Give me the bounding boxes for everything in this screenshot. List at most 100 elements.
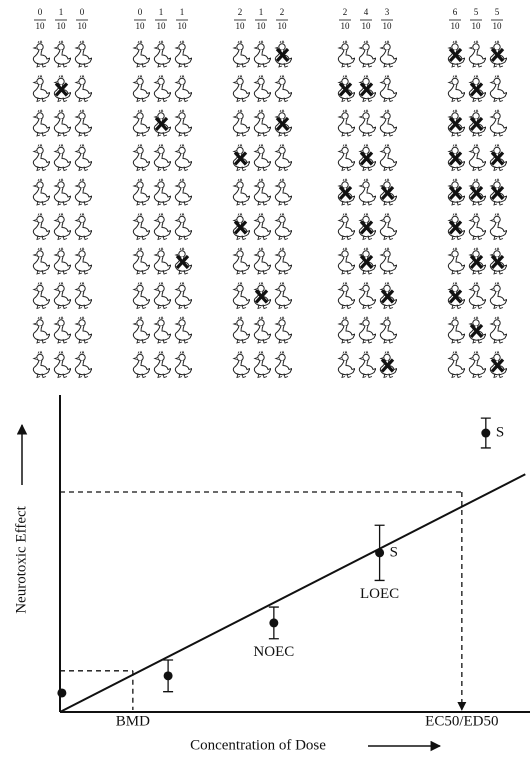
duck xyxy=(359,179,376,205)
duck xyxy=(448,352,465,378)
duck xyxy=(75,317,92,343)
duck xyxy=(33,145,50,171)
duck xyxy=(338,352,355,378)
duck xyxy=(338,41,355,67)
denominator: 10 xyxy=(341,21,351,31)
duck xyxy=(133,179,150,205)
duck xyxy=(175,110,192,136)
duck xyxy=(33,76,50,102)
duck xyxy=(448,317,465,343)
duck xyxy=(33,179,50,205)
duck xyxy=(275,317,292,343)
denominator: 10 xyxy=(451,21,461,31)
denominator: 10 xyxy=(278,21,288,31)
duck xyxy=(275,283,292,309)
duck xyxy=(33,110,50,136)
numerator: 2 xyxy=(343,7,348,17)
duck xyxy=(75,145,92,171)
duck xyxy=(54,214,71,240)
duck xyxy=(154,317,171,343)
numerator: 2 xyxy=(238,7,243,17)
duck xyxy=(254,179,271,205)
denominator: 10 xyxy=(383,21,393,31)
duck xyxy=(33,41,50,67)
duck xyxy=(254,110,271,136)
duck xyxy=(175,41,192,67)
denominator: 10 xyxy=(362,21,372,31)
duck xyxy=(233,110,250,136)
numerator: 6 xyxy=(453,7,458,17)
duck xyxy=(338,214,355,240)
duck xyxy=(133,76,150,102)
duck xyxy=(338,110,355,136)
duck xyxy=(54,352,71,378)
duck xyxy=(75,110,92,136)
data-point xyxy=(481,429,490,438)
duck xyxy=(359,352,376,378)
duck xyxy=(469,214,486,240)
duck xyxy=(33,352,50,378)
duck xyxy=(175,283,192,309)
duck xyxy=(359,41,376,67)
duck xyxy=(154,179,171,205)
duck xyxy=(380,76,397,102)
duck xyxy=(380,110,397,136)
duck xyxy=(380,317,397,343)
duck xyxy=(233,317,250,343)
duck xyxy=(469,41,486,67)
denominator: 10 xyxy=(257,21,267,31)
duck xyxy=(233,76,250,102)
duck xyxy=(254,41,271,67)
duck xyxy=(154,145,171,171)
duck xyxy=(254,352,271,378)
duck xyxy=(233,352,250,378)
duck xyxy=(490,76,507,102)
numerator: 2 xyxy=(280,7,285,17)
duck xyxy=(75,248,92,274)
duck xyxy=(175,145,192,171)
duck-panel: 0101100100101101102101102102104103106105… xyxy=(33,7,507,377)
numerator: 1 xyxy=(259,7,264,17)
numerator: 1 xyxy=(59,7,64,17)
duck xyxy=(275,248,292,274)
numerator: 4 xyxy=(364,7,369,17)
numerator: 0 xyxy=(38,7,43,17)
duck xyxy=(54,145,71,171)
duck xyxy=(33,317,50,343)
duck xyxy=(154,41,171,67)
duck xyxy=(54,248,71,274)
duck xyxy=(75,214,92,240)
denominator: 10 xyxy=(157,21,167,31)
x-axis-label: Concentration of Dose xyxy=(190,737,326,753)
numerator: 0 xyxy=(80,7,85,17)
duck xyxy=(359,317,376,343)
duck xyxy=(133,214,150,240)
chart: Neurotoxic Effect Concentration of Dose … xyxy=(13,395,530,753)
duck xyxy=(254,145,271,171)
duck xyxy=(469,352,486,378)
data-point xyxy=(375,548,384,557)
duck xyxy=(54,317,71,343)
duck xyxy=(54,283,71,309)
duck xyxy=(175,179,192,205)
duck xyxy=(154,214,171,240)
duck xyxy=(133,352,150,378)
duck xyxy=(490,283,507,309)
numerator: 3 xyxy=(385,7,390,17)
duck xyxy=(133,283,150,309)
denominator: 10 xyxy=(493,21,503,31)
duck xyxy=(490,214,507,240)
duck xyxy=(254,76,271,102)
duck xyxy=(338,283,355,309)
duck xyxy=(490,317,507,343)
duck xyxy=(133,110,150,136)
duck xyxy=(275,214,292,240)
duck xyxy=(54,179,71,205)
numerator: 5 xyxy=(495,7,500,17)
duck xyxy=(338,248,355,274)
data-point xyxy=(164,671,173,680)
duck xyxy=(33,248,50,274)
duck xyxy=(233,41,250,67)
duck xyxy=(133,317,150,343)
numerator: 5 xyxy=(474,7,479,17)
